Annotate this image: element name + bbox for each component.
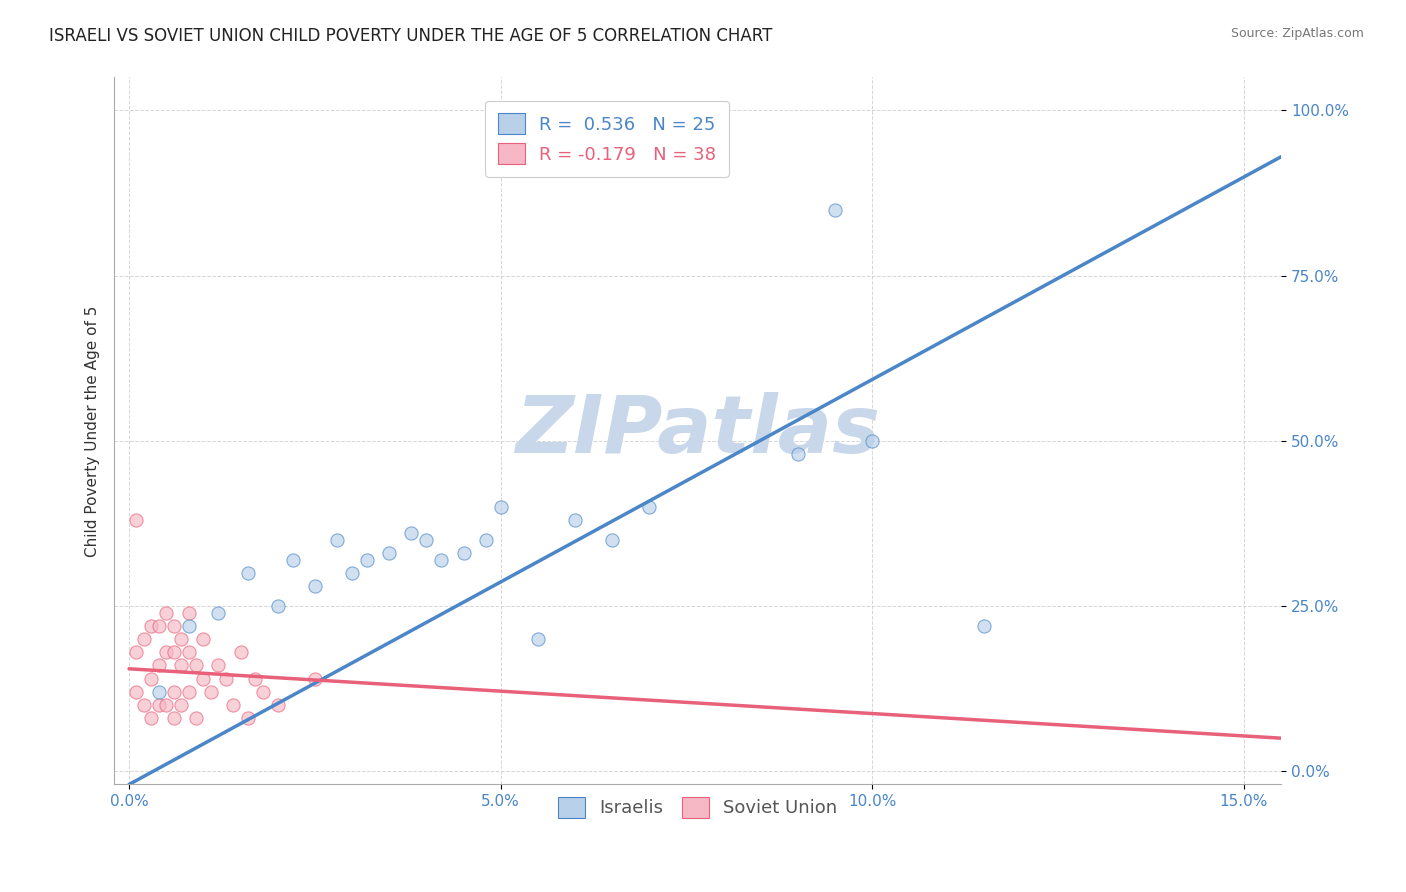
Point (193, 672, 215, 686)
Point (638, 500, 661, 514)
Point (326, 533, 349, 547)
Point (177, 685, 200, 699)
Point (155, 698, 177, 713)
Point (415, 533, 437, 547)
Point (132, 698, 155, 713)
Point (824, 202, 846, 217)
Point (267, 599, 290, 613)
Point (163, 685, 186, 699)
Point (148, 698, 170, 713)
Text: ISRAELI VS SOVIET UNION CHILD POVERTY UNDER THE AGE OF 5 CORRELATION CHART: ISRAELI VS SOVIET UNION CHILD POVERTY UN… (49, 27, 772, 45)
Point (148, 685, 170, 699)
Point (207, 606, 229, 620)
Legend: Israelis, Soviet Union: Israelis, Soviet Union (551, 789, 845, 825)
Text: ZIPatlas: ZIPatlas (515, 392, 880, 470)
Point (125, 513, 148, 527)
Point (193, 632, 215, 646)
Point (973, 619, 995, 633)
Point (527, 632, 550, 646)
Point (141, 711, 163, 725)
Point (787, 447, 810, 461)
Point (378, 546, 401, 560)
Point (177, 645, 200, 659)
Point (163, 645, 186, 659)
Point (281, 553, 304, 567)
Point (155, 645, 177, 659)
Point (184, 658, 207, 673)
Point (163, 619, 186, 633)
Point (860, 434, 883, 448)
Point (236, 566, 259, 580)
Text: Source: ZipAtlas.com: Source: ZipAtlas.com (1230, 27, 1364, 40)
Point (222, 698, 245, 713)
Point (148, 619, 170, 633)
Point (170, 632, 193, 646)
Point (489, 500, 512, 514)
Point (236, 711, 259, 725)
Y-axis label: Child Poverty Under the Age of 5: Child Poverty Under the Age of 5 (86, 305, 100, 557)
Point (229, 645, 252, 659)
Point (184, 711, 207, 725)
Point (356, 553, 378, 567)
Point (430, 553, 453, 567)
Point (304, 672, 326, 686)
Point (245, 672, 267, 686)
Point (163, 711, 186, 725)
Point (141, 672, 163, 686)
Point (401, 526, 423, 541)
Point (170, 698, 193, 713)
Point (453, 546, 475, 560)
Point (132, 632, 155, 646)
Point (155, 606, 177, 620)
Point (564, 513, 586, 527)
Point (148, 658, 170, 673)
Point (200, 685, 222, 699)
Point (177, 619, 200, 633)
Point (177, 606, 200, 620)
Point (215, 672, 238, 686)
Point (125, 685, 148, 699)
Point (125, 645, 148, 659)
Point (267, 698, 290, 713)
Point (170, 658, 193, 673)
Point (600, 533, 623, 547)
Point (304, 579, 326, 593)
Point (207, 658, 229, 673)
Point (475, 533, 498, 547)
Point (340, 566, 363, 580)
Point (252, 685, 274, 699)
Point (141, 619, 163, 633)
